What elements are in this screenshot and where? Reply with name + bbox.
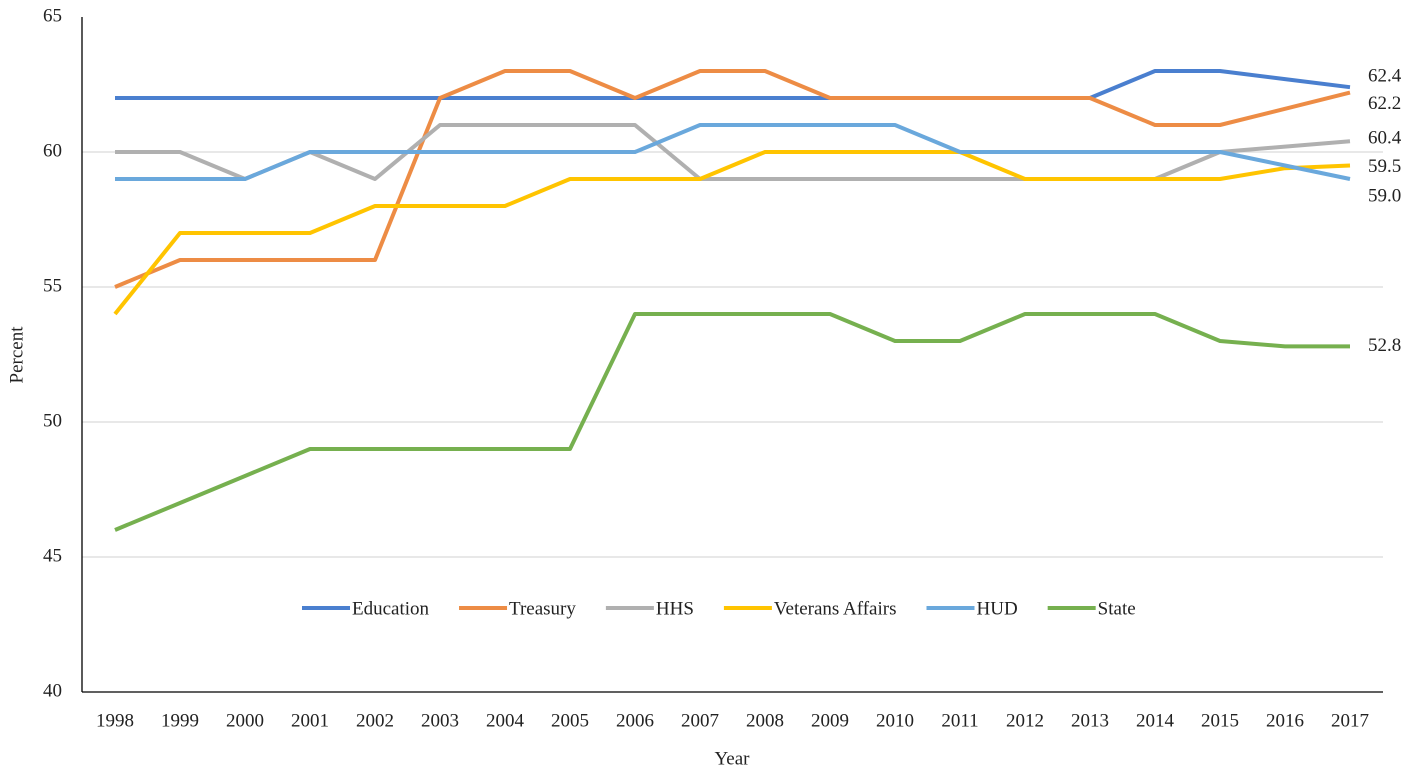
- legend-label: HHS: [656, 598, 694, 619]
- series-line: [115, 69, 1351, 100]
- x-tick-label: 2007: [681, 710, 719, 731]
- x-tick-label: 2000: [226, 710, 264, 731]
- x-tick-label: 2005: [551, 710, 589, 731]
- y-axis-label: Percent: [6, 326, 27, 384]
- x-tick-label: 2003: [421, 710, 459, 731]
- x-tick-label: 2008: [746, 710, 784, 731]
- y-tick-label: 65: [43, 5, 62, 26]
- x-tick-label: 2002: [356, 710, 394, 731]
- y-tick-label: 60: [43, 140, 62, 161]
- legend-label: State: [1098, 598, 1136, 619]
- legend-label: Veterans Affairs: [774, 598, 897, 619]
- x-tick-label: 2006: [616, 710, 654, 731]
- x-tick-label: 2015: [1201, 710, 1239, 731]
- y-tick-label: 40: [43, 680, 62, 701]
- x-tick-label: 2012: [1006, 710, 1044, 731]
- series-line: [114, 312, 1350, 532]
- x-tick-label: 2001: [291, 710, 329, 731]
- series-line: [114, 69, 1351, 289]
- series-line: [115, 123, 1351, 181]
- legend-label: Treasury: [509, 598, 576, 619]
- x-tick-label: 2013: [1071, 710, 1109, 731]
- y-tick-label: 50: [43, 410, 62, 431]
- y-tick-label: 45: [43, 545, 62, 566]
- x-tick-label: 2009: [811, 710, 849, 731]
- x-tick-label: 2011: [941, 710, 978, 731]
- x-tick-label: 2016: [1266, 710, 1304, 731]
- x-tick-label: 1999: [161, 710, 199, 731]
- value-label: 60.4: [1368, 128, 1402, 149]
- value-label: 59.5: [1368, 156, 1401, 177]
- x-tick-label: 2010: [876, 710, 914, 731]
- x-tick-label: 2014: [1136, 710, 1175, 731]
- x-tick-label: 2004: [486, 710, 525, 731]
- value-label: 59.0: [1368, 185, 1401, 206]
- x-tick-label: 2017: [1331, 710, 1369, 731]
- series-line: [113, 150, 1351, 316]
- legend-label: HUD: [977, 598, 1018, 619]
- value-label: 52.8: [1368, 335, 1401, 356]
- legend-label: Education: [352, 598, 430, 619]
- y-tick-label: 55: [43, 275, 62, 296]
- value-label: 62.4: [1368, 66, 1402, 87]
- x-tick-label: 1998: [96, 710, 134, 731]
- x-axis-label: Year: [714, 748, 750, 769]
- value-label: 62.2: [1368, 93, 1401, 114]
